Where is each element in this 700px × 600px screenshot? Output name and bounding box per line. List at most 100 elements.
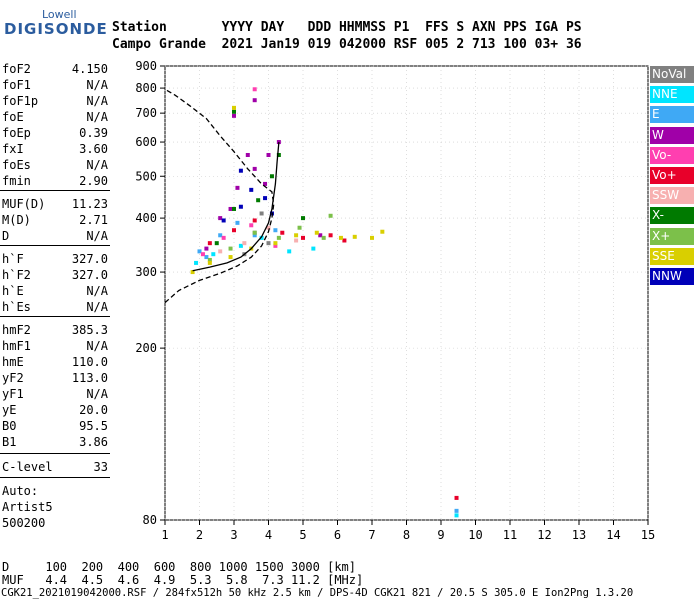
echo-point [232,105,236,110]
panel-separator [0,477,110,478]
echo-point [232,113,236,118]
echo-point [287,249,292,254]
param-value: 0.39 [79,126,108,140]
legend-item: SSE [650,247,694,265]
x-tick-label: 9 [437,528,444,542]
echo-point [235,185,240,190]
echo-point [454,508,459,513]
param-name: C-level [2,460,53,474]
echo-point [204,255,209,260]
profile-trace-solid [192,142,280,272]
y-tick-label: 700 [135,106,157,120]
echo-point [211,252,216,257]
param-name: fxI [2,142,24,156]
echo-point [338,235,343,240]
param-row: hmE 110.0 [2,355,108,371]
y-tick-label: 400 [135,211,157,225]
param-name: D [2,229,10,243]
x-tick-label: 15 [641,528,655,542]
param-name: foEs [2,158,31,172]
param-row: yF1 N/A [2,387,108,403]
param-row: h`Es N/A [2,300,108,316]
param-name: h`F2 [2,268,31,282]
legend-item: SSW [650,187,694,205]
param-row: MUF(D) 11.23 [2,197,108,213]
param-name: foE [2,110,24,124]
param-value: N/A [86,94,108,108]
echo-point [242,241,247,246]
param-name: yF2 [2,371,24,385]
echo-point [228,246,233,251]
echo-point [232,228,236,233]
echo-point [454,513,459,518]
param-name: foEp [2,126,31,140]
auto-label: Auto: [2,484,39,498]
param-row: foE N/A [2,110,108,126]
echo-point [269,174,274,179]
echo-point [311,246,316,251]
legend-item: E [650,106,694,124]
param-name: foF1p [2,94,39,108]
param-name: M(D) [2,213,31,227]
panel-separator [0,245,110,246]
echo-point [214,241,219,246]
param-value: N/A [86,78,108,92]
param-value: 327.0 [71,268,108,282]
echo-point [263,196,268,201]
param-value: 327.0 [71,252,108,266]
echo-point [370,235,374,240]
param-row: yF2 113.0 [2,371,108,387]
artist-label: Artist5 [2,500,53,514]
param-value: 2.71 [79,213,108,227]
echo-point [252,87,257,92]
x-tick-label: 5 [299,528,306,542]
param-row: h`F 327.0 [2,252,108,268]
param-value: 113.0 [71,371,108,385]
param-value: N/A [86,284,108,298]
echo-point [380,229,385,234]
lowell-digisonde-logo: Lowell DIGISONDE [4,8,107,42]
echo-point [294,233,299,238]
x-tick-label: 14 [606,528,620,542]
param-value: 11.23 [71,197,108,211]
param-name: fmin [2,174,31,188]
echo-point [342,238,347,243]
param-name: foF2 [2,62,31,76]
legend-item: X- [650,207,694,225]
echo-point [200,252,205,257]
y-tick-label: 600 [135,135,157,149]
y-tick-label: 800 [135,81,157,95]
param-row: fxI 3.60 [2,142,108,158]
footer-file-info: CGK21_2021019042000.RSF / 284fx512h 50 k… [1,587,634,599]
param-row: yE 20.0 [2,403,108,419]
param-value: N/A [86,110,108,124]
echo-point [352,234,357,239]
param-value: N/A [86,229,108,243]
echo-point [259,235,264,240]
echo-point [252,218,257,223]
x-tick-label: 4 [265,528,272,542]
echo-point [252,233,257,238]
echo-point [297,225,302,230]
y-tick-label: 500 [135,169,157,183]
echo-point [238,204,243,209]
echo-point [207,241,212,246]
echo-point [318,233,323,238]
param-row: C-level 33 [2,460,108,476]
panel-separator [0,190,110,191]
footer-muf: MUF 4.4 4.5 4.6 4.9 5.3 5.8 7.3 11.2 [MH… [2,573,364,587]
y-tick-label: 80 [143,513,157,527]
param-value: 385.3 [71,323,108,337]
param-name: h`E [2,284,24,298]
version-label: 500200 [2,516,46,530]
param-row: foEp 0.39 [2,126,108,142]
echo-point [204,246,209,251]
panel-separator [0,453,110,454]
echo-point [194,260,199,265]
param-name: h`F [2,252,24,266]
legend-item: NoVal [650,66,694,83]
echo-point [294,238,299,243]
echo-point [232,206,236,211]
param-value: 33 [93,460,108,474]
